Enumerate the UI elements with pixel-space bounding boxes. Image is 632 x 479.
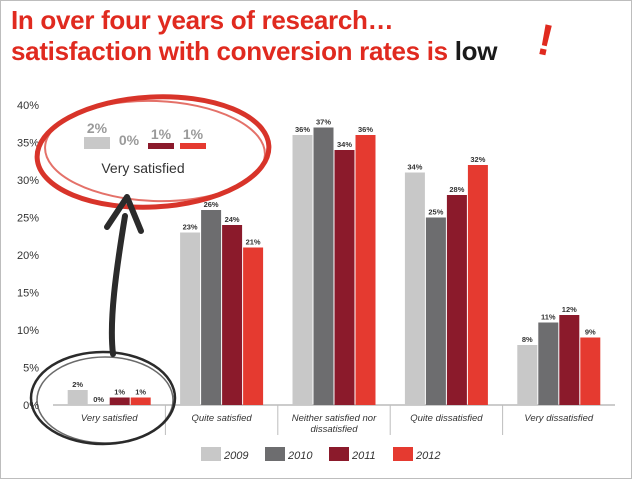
category-label: Quite dissatisfied (410, 413, 483, 424)
zoom-bar-2011 (148, 143, 174, 149)
bar-2011-3 (334, 150, 355, 405)
headline-line-2: satisfaction with conversion rates is lo… (11, 36, 497, 67)
legend-label-2011: 2011 (351, 450, 376, 462)
y-tick-label: 15% (17, 288, 39, 300)
headline-emphasis: low (454, 36, 498, 66)
data-label-2012-5: 9% (585, 328, 596, 337)
bar-2012-2 (243, 247, 264, 405)
bar-2012-1 (130, 397, 151, 405)
bar-2010-4 (425, 217, 446, 405)
data-label-2009-5: 8% (522, 335, 533, 344)
bar-2012-5 (580, 337, 601, 405)
category-label: Neither satisfied nor (292, 413, 377, 424)
bar-2011-1 (109, 397, 130, 405)
bar-2011-5 (559, 315, 580, 405)
scribble-circle (29, 350, 177, 446)
data-label-2009-3: 36% (295, 125, 310, 134)
bar-2010-3 (313, 127, 334, 405)
bar-2012-4 (467, 165, 488, 405)
bar-2009-1 (67, 390, 88, 405)
zoom-label-2011: 1% (151, 126, 172, 142)
bar-2009-5 (517, 345, 538, 405)
category-label: Very dissatisfied (524, 413, 594, 424)
data-label-2012-2: 21% (246, 238, 261, 247)
category-label: Quite satisfied (191, 413, 252, 424)
y-tick-label: 25% (17, 213, 39, 225)
legend-swatch-2009 (201, 447, 221, 461)
legend-swatch-2011 (329, 447, 349, 461)
zoom-title: Very satisfied (101, 160, 184, 176)
zoom-bar-2009 (84, 137, 110, 149)
data-label-2011-2: 24% (225, 215, 240, 224)
zoom-bar-2012 (180, 143, 206, 149)
headline-line-2-main: satisfaction with conversion rates is (11, 36, 455, 66)
legend: 2009 2010 2011 2012 (201, 447, 440, 462)
zoom-callout: 2% 0% 1% 1% Very satisfied (29, 94, 272, 446)
data-label-2010-5: 11% (541, 313, 556, 322)
data-label-2010-2: 26% (204, 200, 219, 209)
data-label-2012-3: 36% (358, 125, 373, 134)
zoom-label-2012: 1% (183, 126, 204, 142)
legend-label-2009: 2009 (223, 450, 248, 462)
zoom-label-2009: 2% (87, 120, 108, 136)
bar-2010-5 (538, 322, 559, 405)
bar-2011-4 (446, 195, 467, 405)
bar-2009-2 (180, 232, 201, 405)
headline-line-1: In over four years of research… (11, 5, 394, 35)
data-label-2011-3: 34% (337, 140, 352, 149)
legend-swatch-2012 (393, 447, 413, 461)
y-tick-label: 10% (17, 325, 39, 337)
bar-2009-3 (292, 135, 313, 405)
data-label-2011-1: 1% (114, 388, 125, 397)
category-labels-layer: Very satisfied Quite satisfied Neither sat… (81, 413, 594, 435)
data-label-2009-2: 23% (183, 223, 198, 232)
bar-2009-4 (404, 172, 425, 405)
bar-2011-2 (222, 225, 243, 405)
scribble-circle-inner (36, 356, 174, 444)
data-label-2012-4: 32% (470, 155, 485, 164)
category-label: dissatisfied (311, 424, 359, 435)
data-labels-layer: 2% 0% 1% 1% 23% 26% 24% 21% 36% 37% 34% 36% 34% 25% 28… (72, 118, 596, 405)
y-tick-label: 20% (17, 250, 39, 262)
legend-label-2010: 2010 (287, 450, 313, 462)
y-tick-label: 30% (17, 175, 39, 187)
data-label-2009-1: 2% (72, 380, 83, 389)
data-label-2010-1: 0% (93, 395, 104, 404)
data-label-2011-4: 28% (449, 185, 464, 194)
legend-label-2012: 2012 (415, 450, 440, 462)
arrow-head-icon (104, 194, 144, 234)
bar-2010-2 (201, 210, 222, 405)
bar-2012-3 (355, 135, 376, 405)
data-label-2009-4: 34% (407, 163, 422, 172)
y-tick-label: 35% (17, 138, 39, 150)
y-tick-label: 40% (17, 100, 39, 112)
category-label: Very satisfied (81, 413, 138, 424)
y-tick-label: 5% (23, 363, 39, 375)
data-label-2012-1: 1% (135, 388, 146, 397)
arrow-shaft (108, 213, 128, 357)
red-highlight-circle-inner (44, 99, 266, 203)
bars-layer (67, 127, 601, 405)
data-label-2011-5: 12% (562, 305, 577, 314)
headline: In over four years of research… satisfac… (11, 5, 497, 67)
red-highlight-circle (34, 94, 272, 210)
data-label-2010-3: 37% (316, 118, 331, 127)
legend-swatch-2010 (265, 447, 285, 461)
zoom-label-2010: 0% (119, 132, 140, 148)
data-label-2010-4: 25% (428, 208, 443, 217)
